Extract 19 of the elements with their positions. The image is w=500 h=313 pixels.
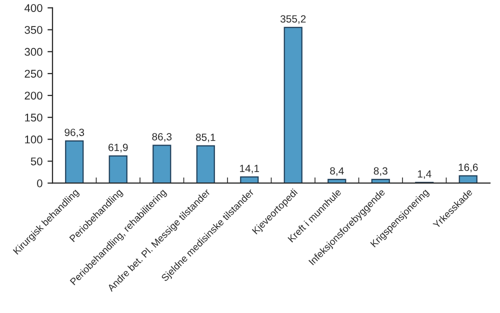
y-tick-label: 100 <box>25 136 42 144</box>
y-tick-label: 0 <box>37 179 42 188</box>
data-label: 96,3 <box>64 128 84 138</box>
y-tick-label: 300 <box>24 48 42 56</box>
y-tick-label: 400 <box>24 4 42 12</box>
data-label: 8,4 <box>330 167 344 176</box>
y-tick-label: 150 <box>25 114 42 122</box>
data-label: 16,6 <box>458 164 478 172</box>
data-label: 86,3 <box>152 133 172 142</box>
y-tick-label: 350 <box>24 26 42 34</box>
y-tick-label: 200 <box>24 92 42 100</box>
data-label: 355,2 <box>280 15 306 24</box>
data-label: 61,9 <box>108 144 128 152</box>
data-label: 8,3 <box>374 167 388 176</box>
data-label: 85,1 <box>196 134 216 142</box>
y-tick-label: 250 <box>24 70 42 78</box>
data-label: 1,4 <box>418 170 432 179</box>
data-label: 14,1 <box>240 164 260 174</box>
y-tick-label: 50 <box>30 157 42 166</box>
